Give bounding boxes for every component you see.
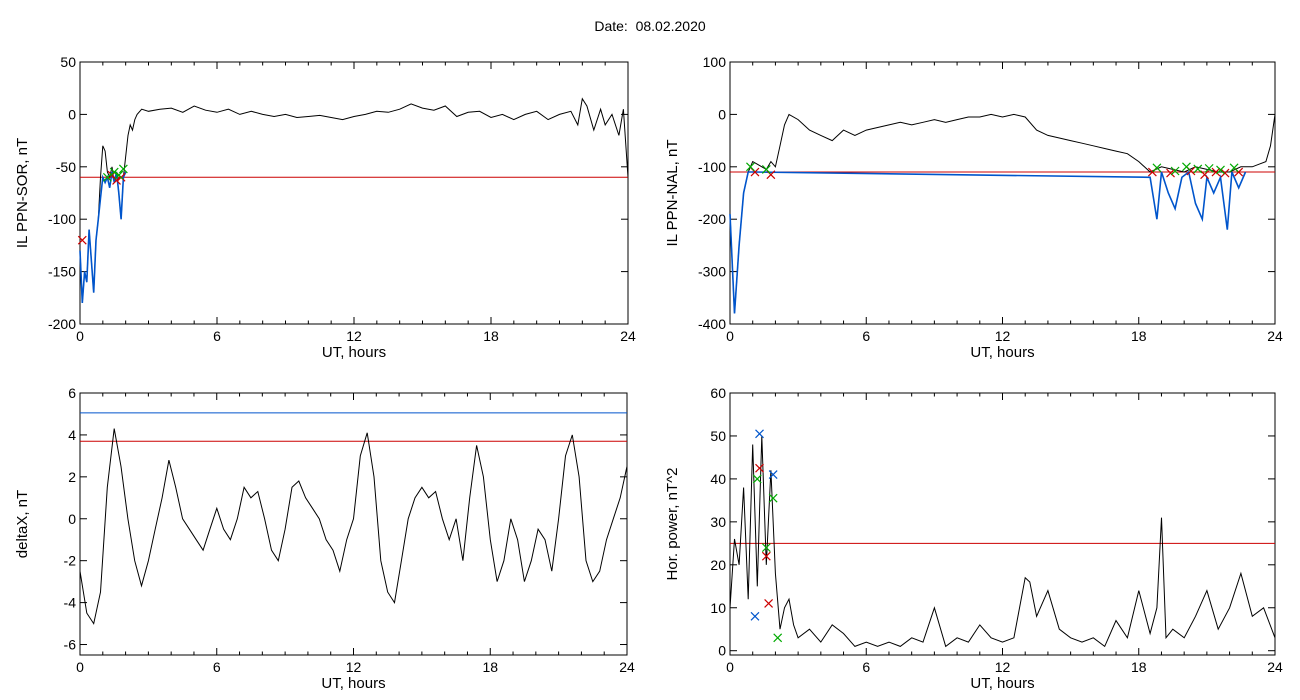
y-tick-label: 0 — [68, 106, 76, 122]
y-tick-label: 50 — [710, 428, 726, 444]
series-line — [79, 97, 629, 304]
series-line — [729, 170, 1247, 314]
data-marker — [761, 543, 771, 553]
x-tick-label: 24 — [1267, 328, 1283, 344]
y-axis-label: Hor. power, nT^2 — [664, 468, 681, 581]
x-tick-label: 0 — [76, 659, 84, 675]
data-marker — [761, 551, 771, 561]
y-tick-label: 0 — [68, 511, 76, 527]
data-marker — [1152, 163, 1162, 173]
data-marker — [750, 611, 760, 621]
y-tick-label: -300 — [698, 264, 726, 280]
data-marker — [1166, 168, 1175, 178]
y-tick-label: 2 — [68, 469, 76, 485]
x-tick-label: 6 — [862, 659, 870, 675]
y-axis-label: IL PPN-SOR, nT — [14, 138, 31, 248]
plot-frame — [79, 61, 629, 325]
x-tick-label: 6 — [213, 328, 221, 344]
data-marker — [118, 164, 128, 174]
data-marker — [77, 235, 87, 245]
x-tick-label: 18 — [1131, 659, 1147, 675]
x-tick-label: 6 — [213, 659, 221, 675]
data-marker — [768, 470, 778, 480]
x-tick-label: 12 — [346, 659, 362, 675]
data-marker — [773, 633, 783, 643]
y-tick-label: -4 — [64, 595, 77, 611]
plot-frame — [79, 392, 628, 656]
y-tick-label: 50 — [60, 54, 76, 70]
data-marker — [768, 493, 778, 503]
data-marker — [1211, 167, 1221, 177]
data-marker — [112, 175, 121, 185]
y-tick-label: -100 — [48, 211, 76, 227]
x-tick-label: 18 — [483, 328, 499, 344]
y-tick-label: -100 — [698, 159, 726, 175]
data-marker — [764, 599, 774, 608]
chart-hor-power: 0 6 12 18 24 0 10 20 30 40 50 60 UT, hours Hor. power… — [664, 385, 1283, 692]
x-tick-label: 24 — [620, 328, 636, 344]
x-tick-label: 18 — [1131, 328, 1147, 344]
series-line — [729, 113, 1276, 314]
data-marker — [1193, 164, 1203, 174]
y-axis-label: deltaX, nT — [14, 490, 31, 558]
data-marker — [752, 474, 762, 484]
y-tick-label: -50 — [56, 159, 76, 175]
data-marker — [1170, 166, 1180, 176]
y-tick-label: 6 — [68, 385, 76, 401]
x-tick-label: 0 — [76, 328, 84, 344]
y-tick-label: 30 — [710, 514, 726, 530]
x-tick-label: 12 — [346, 328, 362, 344]
x-axis-label: UT, hours — [321, 675, 385, 692]
x-axis-label: UT, hours — [322, 344, 386, 361]
chart-il-ppn-sor: 0 6 12 18 24 -200 -150 -100 -50 0 50 UT, hours IL PP… — [14, 54, 636, 361]
y-tick-label: 0 — [718, 106, 726, 122]
data-marker — [1229, 163, 1239, 173]
series-line — [729, 435, 1276, 648]
x-tick-label: 18 — [482, 659, 498, 675]
y-tick-label: 10 — [710, 600, 726, 616]
y-tick-label: -200 — [48, 316, 76, 332]
y-tick-label: 60 — [710, 385, 726, 401]
data-marker — [761, 164, 771, 174]
data-marker — [755, 463, 764, 473]
x-tick-label: 0 — [726, 328, 734, 344]
series-line — [79, 428, 628, 625]
x-axis-label: UT, hours — [970, 344, 1034, 361]
x-tick-label: 24 — [1267, 659, 1283, 675]
y-tick-label: 20 — [710, 557, 726, 573]
y-tick-label: 0 — [718, 643, 726, 659]
chart-il-ppn-nal: 0 6 12 18 24 -400 -300 -200 -100 0 100 UT, hours IL … — [664, 54, 1283, 361]
y-tick-label: 4 — [68, 427, 76, 443]
data-marker — [1200, 170, 1210, 180]
page-title: Date: 08.02.2020 — [594, 18, 706, 34]
x-tick-label: 12 — [995, 659, 1011, 675]
data-marker — [102, 172, 112, 182]
y-axis-label: IL PPN-NAL, nT — [664, 140, 681, 247]
y-tick-label: -6 — [64, 637, 77, 653]
x-tick-label: 0 — [726, 659, 734, 675]
y-tick-label: 100 — [703, 54, 727, 70]
y-tick-label: 40 — [710, 471, 726, 487]
series-line — [79, 171, 127, 304]
y-tick-label: -400 — [698, 316, 726, 332]
data-marker — [1204, 163, 1214, 173]
plot-frame — [729, 392, 1276, 656]
x-axis-label: UT, hours — [970, 675, 1034, 692]
data-marker — [746, 162, 755, 172]
data-marker — [1220, 168, 1230, 178]
data-marker — [1216, 165, 1225, 175]
y-tick-label: -2 — [64, 553, 77, 569]
x-tick-label: 6 — [862, 328, 870, 344]
data-marker — [114, 170, 124, 180]
data-marker — [755, 429, 764, 439]
x-tick-label: 12 — [995, 328, 1011, 344]
x-tick-label: 24 — [619, 659, 635, 675]
y-tick-label: -200 — [698, 211, 726, 227]
y-tick-label: -150 — [48, 264, 76, 280]
data-marker — [1182, 162, 1191, 172]
data-marker — [109, 167, 119, 177]
